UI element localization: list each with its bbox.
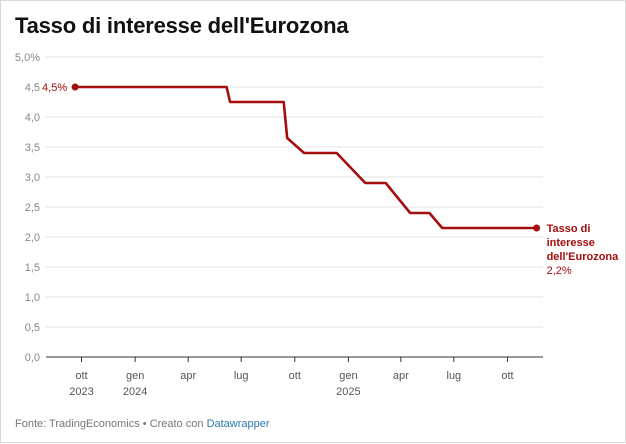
series-line (73, 85, 538, 230)
start-value-label: 4,5% (42, 82, 67, 94)
y-tick-label: 3,5 (25, 142, 40, 154)
x-tick-label: apr (180, 370, 196, 382)
end-point (533, 224, 541, 232)
x-axis-ticks: ott 2023 gen 2024 apr lug ott gen 2025 apr lug ott (69, 357, 514, 398)
x-tick-year-label: 2025 (336, 386, 360, 398)
x-tick-label: gen (339, 370, 357, 382)
annotation-layer: 4,5% Tasso di interesse dell'Eurozona 2,2% (42, 82, 619, 277)
x-tick-label: gen (126, 370, 144, 382)
series-name-label: dell'Eurozona (547, 251, 620, 263)
x-tick-year-label: 2023 (69, 386, 93, 398)
gridlines (46, 56, 543, 358)
series-name-label: Tasso di (547, 223, 591, 235)
x-tick-label: ott (75, 370, 87, 382)
footer-credit: Fonte: TradingEconomics • Creato con Dat… (15, 418, 270, 430)
end-value-label: 2,2% (547, 265, 572, 277)
x-tick-label: lug (447, 370, 462, 382)
x-tick-label: ott (501, 370, 513, 382)
y-tick-label: 0,5 (25, 322, 40, 334)
y-axis-ticks: 0,0 0,5 1,0 1,5 2,0 2,5 3,0 3,5 4,0 4,5 5,0% (15, 52, 40, 364)
x-tick-label: lug (234, 370, 249, 382)
y-tick-label: 4,0 (25, 112, 40, 124)
y-tick-label: 5,0% (15, 52, 40, 64)
y-tick-label: 0,0 (25, 352, 40, 364)
footer-source: Fonte: TradingEconomics • Creato con (15, 418, 207, 430)
series-layer (71, 83, 541, 232)
y-tick-label: 2,5 (25, 202, 40, 214)
y-tick-label: 2,0 (25, 232, 40, 244)
y-tick-label: 4,5 (25, 82, 40, 94)
y-tick-label: 1,0 (25, 292, 40, 304)
x-tick-label: ott (289, 370, 301, 382)
y-tick-label: 3,0 (25, 172, 40, 184)
series-name-label: interesse (547, 237, 595, 249)
start-point (71, 83, 79, 91)
x-tick-label: apr (393, 370, 409, 382)
datawrapper-link[interactable]: Datawrapper (206, 418, 270, 430)
x-tick-year-label: 2024 (123, 386, 147, 398)
chart-title: Tasso di interesse dell'Eurozona (15, 13, 349, 38)
y-tick-label: 1,5 (25, 262, 40, 274)
